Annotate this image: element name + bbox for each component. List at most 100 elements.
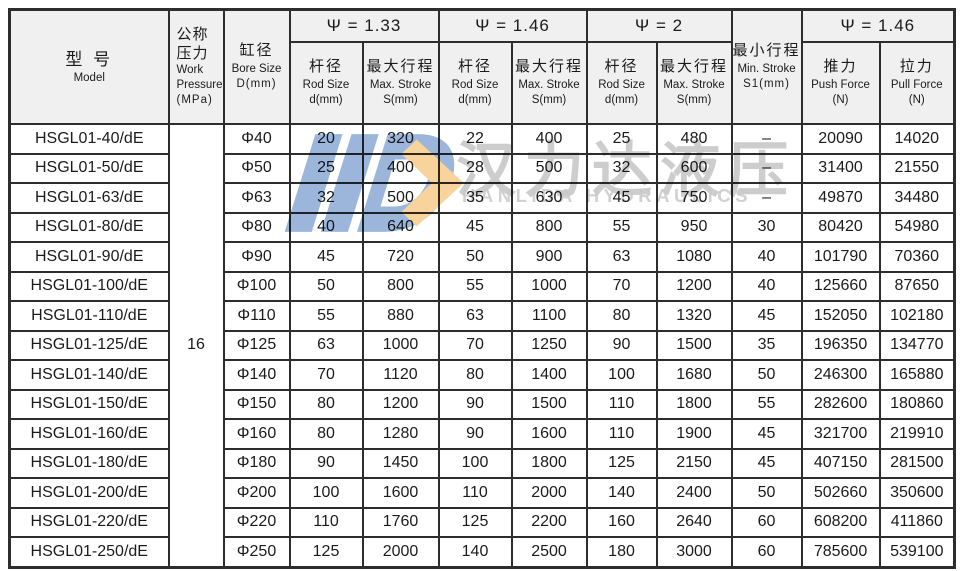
table-row: HSGL01-125/dE Φ125 63 1000 70 1250 90 1500 35 196… bbox=[8, 329, 956, 361]
bore-cell: Φ180 bbox=[222, 447, 291, 479]
rod-133-cell: 32 bbox=[288, 182, 364, 214]
pull-force-cell: 14020 bbox=[878, 123, 956, 155]
model-cell: HSGL01-220/dE bbox=[8, 506, 170, 538]
header-stroke-133: 最大行程 Max. Stroke S(mm) bbox=[361, 41, 440, 125]
push-force-cell: 407150 bbox=[800, 447, 881, 479]
stroke-2-cell: 3000 bbox=[655, 536, 733, 568]
header-stroke-146: 最大行程 Max. Stroke S(mm) bbox=[510, 41, 588, 125]
table-row: HSGL01-110/dE Φ110 55 880 63 1100 80 1320 45 1520… bbox=[8, 300, 956, 332]
rod-146-cell: 55 bbox=[437, 270, 513, 302]
model-cell: HSGL01-160/dE bbox=[8, 418, 170, 450]
bore-cell: Φ160 bbox=[222, 418, 291, 450]
bore-cell: Φ220 bbox=[222, 506, 291, 538]
header-min-stroke-unit: S1(mm) bbox=[743, 78, 790, 91]
bore-cell: Φ100 bbox=[222, 270, 291, 302]
rod-146-cell: 140 bbox=[437, 536, 513, 568]
stroke-146-cell: 1250 bbox=[510, 329, 588, 361]
pull-force-cell: 539100 bbox=[878, 536, 956, 568]
table-header: 型 号 Model 公称 压力 Work Pressure (MPa) bbox=[8, 8, 956, 125]
group-psi-133: Ψ = 1.33 bbox=[288, 8, 440, 43]
push-force-cell: 502660 bbox=[800, 477, 881, 509]
header-rod-146: 杆径 Rod Size d(mm) bbox=[437, 41, 513, 125]
stroke-2-cell: 2640 bbox=[655, 506, 733, 538]
min-stroke-cell: 35 bbox=[730, 329, 803, 361]
stroke-146-cell: 2500 bbox=[510, 536, 588, 568]
header-min-stroke-cn: 最小行程 bbox=[732, 41, 801, 59]
rod-2-cell: 160 bbox=[585, 506, 658, 538]
table-row: HSGL01-150/dE Φ150 80 1200 90 1500 110 1800 55 28… bbox=[8, 388, 956, 420]
table-row: HSGL01-40/dE 16 Φ40 20 320 22 400 25 480–20090 14… bbox=[8, 123, 956, 568]
header-pull-cn: 拉力 bbox=[899, 57, 934, 75]
rod-133-cell: 70 bbox=[288, 359, 364, 391]
push-force-cell: 20090 bbox=[800, 123, 881, 155]
pull-force-cell: 34480 bbox=[878, 182, 956, 214]
min-stroke-cell: 45 bbox=[730, 447, 803, 479]
header-bore-unit: D(mm) bbox=[236, 78, 277, 91]
rod-133-cell: 80 bbox=[288, 418, 364, 450]
rod-133-cell: 110 bbox=[288, 506, 364, 538]
model-cell: HSGL01-80/dE bbox=[8, 211, 170, 243]
stroke-2-cell: 1500 bbox=[655, 329, 733, 361]
min-stroke-cell: 40 bbox=[730, 270, 803, 302]
stroke-146-cell: 1100 bbox=[510, 300, 588, 332]
header-stroke-en: Max. Stroke bbox=[518, 78, 580, 91]
table-row: HSGL01-80/dE Φ80 40 640 45 800 55 950 30 80420 549… bbox=[8, 211, 956, 243]
bore-cell: Φ50 bbox=[222, 152, 291, 184]
header-rod-cn: 杆径 bbox=[458, 57, 493, 75]
rod-133-cell: 40 bbox=[288, 211, 364, 243]
bore-cell: Φ200 bbox=[222, 477, 291, 509]
header-bore-en: Bore Size bbox=[231, 62, 282, 75]
stroke-2-cell: 1900 bbox=[655, 418, 733, 450]
stroke-133-cell: 1200 bbox=[361, 388, 440, 420]
header-rod-en: Rod Size bbox=[451, 78, 499, 91]
push-force-cell: 321700 bbox=[800, 418, 881, 450]
push-force-cell: 196350 bbox=[800, 329, 881, 361]
min-stroke-cell: – bbox=[730, 182, 803, 214]
header-stroke-unit: S(mm) bbox=[531, 94, 567, 107]
pull-force-cell: 87650 bbox=[878, 270, 956, 302]
bore-cell: Φ150 bbox=[222, 388, 291, 420]
min-stroke-cell: 45 bbox=[730, 418, 803, 450]
pull-force-cell: 165880 bbox=[878, 359, 956, 391]
rod-2-cell: 180 bbox=[585, 536, 658, 568]
stroke-2-cell: 1680 bbox=[655, 359, 733, 391]
min-stroke-cell: 60 bbox=[730, 506, 803, 538]
model-cell: HSGL01-180/dE bbox=[8, 447, 170, 479]
min-stroke-cell: 50 bbox=[730, 477, 803, 509]
rod-133-cell: 20 bbox=[288, 123, 364, 155]
stroke-133-cell: 2000 bbox=[361, 536, 440, 568]
bore-cell: Φ80 bbox=[222, 211, 291, 243]
stroke-2-cell: 2400 bbox=[655, 477, 733, 509]
header-stroke-en: Max. Stroke bbox=[663, 78, 725, 91]
table-row: HSGL01-200/dE Φ200 100 1600 110 2000 140 2400 50… bbox=[8, 477, 956, 509]
rod-146-cell: 63 bbox=[437, 300, 513, 332]
header-rod-cn: 杆径 bbox=[604, 57, 639, 75]
push-force-cell: 101790 bbox=[800, 241, 881, 273]
header-rod-unit: d(mm) bbox=[604, 94, 639, 107]
table-row: HSGL01-63/dE Φ63 32 500 35 630 45 750–49870 3448… bbox=[8, 182, 956, 214]
model-cell: HSGL01-150/dE bbox=[8, 388, 170, 420]
header-push-en: Push Force bbox=[811, 78, 870, 91]
header-wp-en1: Work bbox=[176, 64, 204, 77]
table-row: HSGL01-140/dE Φ140 70 1120 80 1400 100 1680 50 24… bbox=[8, 359, 956, 391]
header-bore: 缸径 Bore Size D(mm) bbox=[222, 8, 291, 125]
stroke-133-cell: 400 bbox=[361, 152, 440, 184]
stroke-2-cell: 1080 bbox=[655, 241, 733, 273]
header-stroke-en: Max. Stroke bbox=[369, 78, 432, 91]
table-body: HSGL01-40/dE 16 Φ40 20 320 22 400 25 480–20090 14… bbox=[8, 123, 956, 568]
stroke-146-cell: 2000 bbox=[510, 477, 588, 509]
stroke-133-cell: 1600 bbox=[361, 477, 440, 509]
stroke-146-cell: 1500 bbox=[510, 388, 588, 420]
header-wp-cn1: 公称 bbox=[176, 25, 209, 43]
header-wp-en2: Pressure bbox=[176, 79, 223, 92]
min-stroke-cell: 55 bbox=[730, 388, 803, 420]
min-stroke-cell: – bbox=[730, 152, 803, 184]
header-work-pressure: 公称 压力 Work Pressure (MPa) bbox=[167, 8, 225, 125]
stroke-133-cell: 1760 bbox=[361, 506, 440, 538]
header-pull-force: 拉力 Pull Force (N) bbox=[878, 41, 956, 125]
rod-133-cell: 25 bbox=[288, 152, 364, 184]
rod-2-cell: 110 bbox=[585, 418, 658, 450]
stroke-146-cell: 630 bbox=[510, 182, 588, 214]
pressure-value-cell: 16 bbox=[167, 123, 225, 568]
